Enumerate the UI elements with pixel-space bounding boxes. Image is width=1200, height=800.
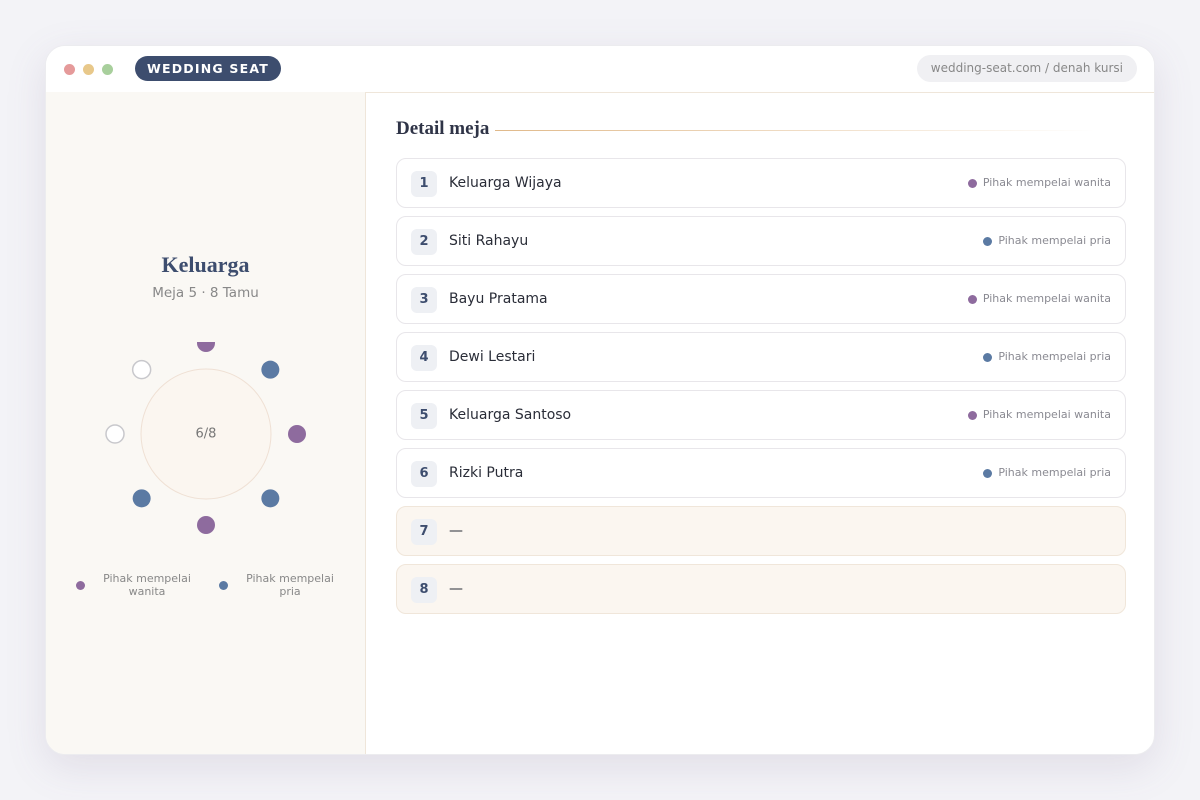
- legend-label: Pihak mempelai pria: [246, 572, 334, 598]
- guest-name: Keluarga Wijaya: [449, 175, 562, 191]
- title-bar: WEDDING SEAT wedding-seat.com / denah ku…: [46, 46, 1154, 93]
- side-dot: [983, 468, 993, 478]
- seat[interactable]: [131, 359, 152, 380]
- title-rule: [495, 130, 1095, 131]
- guest-side: Pihak mempelai wanita: [967, 391, 1111, 439]
- window-dot: [64, 64, 75, 75]
- seat-number: 5: [411, 403, 437, 429]
- app-window: WEDDING SEAT wedding-seat.com / denah ku…: [45, 45, 1155, 755]
- guest-row[interactable]: 2 Siti Rahayu Pihak mempelai pria: [396, 216, 1126, 266]
- seat-number: 8: [411, 577, 437, 603]
- seat-number: 6: [411, 461, 437, 487]
- seat-number: 1: [411, 171, 437, 197]
- url-bar[interactable]: wedding-seat.com / denah kursi: [916, 55, 1137, 82]
- side-label: Pihak mempelai pria: [998, 234, 1111, 247]
- detail-title: Detail meja: [396, 118, 490, 139]
- guest-row[interactable]: 8—: [396, 564, 1126, 614]
- guest-side: Pihak mempelai pria: [983, 217, 1111, 265]
- guest-name: Siti Rahayu: [449, 233, 529, 249]
- legend-swatch: [76, 580, 85, 590]
- guest-row[interactable]: 4 Dewi Lestari Pihak mempelai pria: [396, 332, 1126, 382]
- side-dot: [967, 178, 977, 188]
- window-dot: [83, 64, 94, 75]
- table-panel: Keluarga Meja 5 · 8 Tamu 6/8 Pihak mempe…: [46, 92, 366, 754]
- side-dot: [983, 236, 993, 246]
- side-label: Pihak mempelai wanita: [982, 176, 1111, 189]
- seat[interactable]: [105, 424, 125, 444]
- guest-row[interactable]: 7—: [396, 506, 1126, 556]
- seat-number: 3: [411, 287, 437, 313]
- guest-side: Pihak mempelai wanita: [967, 275, 1111, 323]
- seat[interactable]: [261, 489, 280, 508]
- side-dot: [967, 410, 977, 420]
- guest-row[interactable]: 6 Rizki Putra Pihak mempelai pria: [396, 448, 1126, 498]
- guest-row[interactable]: 1 Keluarga Wijaya Pihak mempelai wanita: [396, 158, 1126, 208]
- side-label: Pihak mempelai pria: [998, 466, 1111, 479]
- side-label: Pihak mempelai wanita: [982, 292, 1111, 305]
- seat-number: 7: [411, 519, 437, 545]
- legend-item: Pihak mempelai wanita: [76, 572, 192, 598]
- guest-row[interactable]: 5 Keluarga Santoso Pihak mempelai wanita: [396, 390, 1126, 440]
- seat[interactable]: [261, 360, 280, 379]
- guest-row[interactable]: 3 Bayu Pratama Pihak mempelai wanita: [396, 274, 1126, 324]
- seat[interactable]: [132, 489, 151, 508]
- table-subtitle: Meja 5 · 8 Tamu: [152, 285, 259, 301]
- seat-diagram: 6/8: [105, 342, 306, 534]
- seat[interactable]: [288, 425, 306, 443]
- table-title: Keluarga: [161, 252, 250, 277]
- side-dot: [983, 352, 993, 362]
- seat[interactable]: [197, 342, 215, 352]
- guest-side: Pihak mempelai pria: [983, 449, 1111, 497]
- guest-name: Dewi Lestari: [449, 349, 536, 365]
- side-label: Pihak mempelai pria: [998, 350, 1111, 363]
- brand-badge[interactable]: WEDDING SEAT: [135, 56, 281, 81]
- side-dot: [967, 294, 977, 304]
- guest-side: Pihak mempelai wanita: [967, 159, 1111, 207]
- seat[interactable]: [197, 516, 215, 534]
- guest-name: Bayu Pratama: [449, 291, 548, 307]
- legend-swatch: [219, 580, 228, 590]
- guest-side: Pihak mempelai pria: [983, 333, 1111, 381]
- legend-label: Pihak mempelai wanita: [103, 572, 191, 598]
- seat-number: 2: [411, 229, 437, 255]
- guest-name: —: [449, 581, 463, 597]
- seat-number: 4: [411, 345, 437, 371]
- table-circle: [140, 368, 272, 500]
- guest-name: Rizki Putra: [449, 465, 524, 481]
- occupancy: 6/8: [196, 427, 217, 442]
- window-dot: [102, 64, 113, 75]
- legend-item: Pihak mempelai pria: [219, 572, 335, 598]
- guest-name: Keluarga Santoso: [449, 407, 572, 423]
- guest-name: —: [449, 523, 463, 539]
- side-label: Pihak mempelai wanita: [982, 408, 1111, 421]
